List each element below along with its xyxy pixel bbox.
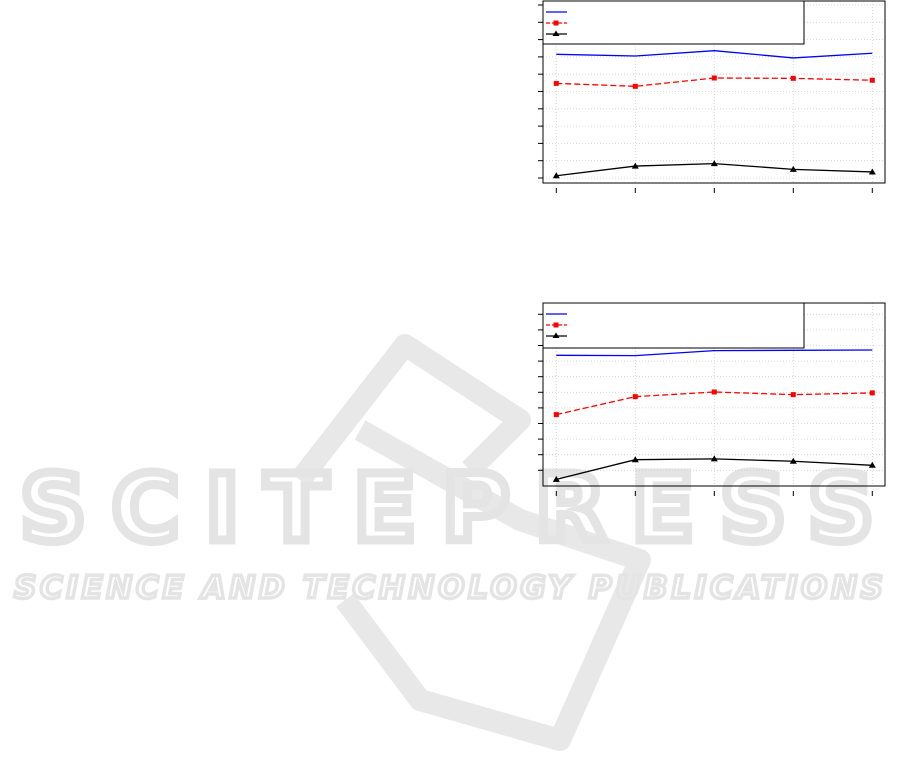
series-1: [556, 349, 873, 357]
series-line: [556, 349, 873, 357]
data-point: [868, 168, 876, 175]
watermark-logo: [291, 334, 651, 751]
legend: [542, 302, 805, 349]
legend: [542, 0, 805, 45]
data-point: [552, 172, 560, 179]
data-point: [790, 392, 796, 398]
series-3: [552, 160, 876, 179]
series-2: [553, 389, 875, 418]
data-point: [553, 412, 559, 418]
data-point: [868, 461, 876, 468]
legend-box: [542, 302, 805, 349]
data-point: [711, 389, 717, 395]
watermark: SCITEPRESS SCIENCE AND TECHNOLOGY PUBLIC…: [12, 334, 886, 751]
data-point: [632, 394, 638, 400]
data-point: [553, 80, 559, 86]
chart-1: [538, 0, 886, 193]
series-2: [553, 75, 875, 89]
data-point: [711, 75, 717, 81]
data-point: [790, 75, 796, 81]
data-point: [710, 455, 718, 462]
legend-box: [542, 0, 805, 45]
data-point: [632, 83, 638, 89]
legend-marker: [552, 30, 560, 36]
data-point: [631, 162, 639, 169]
legend-marker: [552, 332, 560, 338]
data-point: [631, 456, 639, 463]
watermark-title: SCITEPRESS: [20, 455, 880, 562]
series-line: [556, 391, 873, 416]
data-point: [789, 457, 797, 464]
series-1: [556, 50, 873, 59]
series-line: [556, 50, 873, 59]
chart-2: [538, 302, 886, 496]
legend-marker: [553, 20, 559, 26]
data-point: [869, 77, 875, 83]
data-point: [789, 165, 797, 172]
data-point: [710, 160, 718, 167]
watermark-subtitle: SCIENCE AND TECHNOLOGY PUBLICATIONS: [14, 570, 886, 606]
data-point: [552, 475, 560, 482]
series-3: [552, 455, 876, 482]
legend-marker: [553, 322, 559, 328]
data-point: [869, 390, 875, 396]
